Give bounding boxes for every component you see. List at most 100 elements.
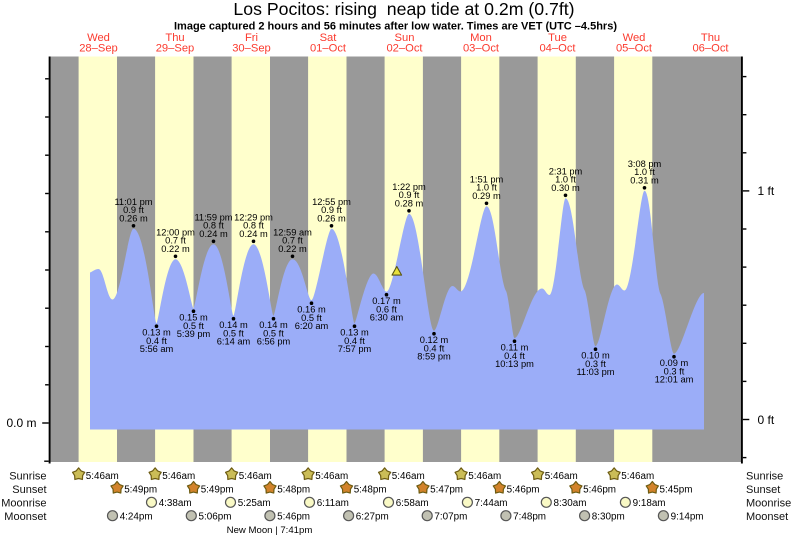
svg-text:30–Sep: 30–Sep bbox=[232, 42, 271, 54]
svg-text:12:59 am: 12:59 am bbox=[273, 228, 312, 238]
svg-text:Fri: Fri bbox=[245, 32, 258, 44]
svg-text:29–Sep: 29–Sep bbox=[156, 42, 195, 54]
svg-text:0.6 ft: 0.6 ft bbox=[376, 304, 397, 314]
svg-text:5:49pm: 5:49pm bbox=[124, 485, 157, 496]
svg-text:0.9 ft: 0.9 ft bbox=[321, 205, 342, 215]
svg-text:5:48pm: 5:48pm bbox=[354, 485, 387, 496]
svg-text:8:30am: 8:30am bbox=[554, 498, 587, 509]
svg-text:0.4 ft: 0.4 ft bbox=[146, 336, 167, 346]
svg-text:0.24 m: 0.24 m bbox=[199, 229, 228, 239]
svg-text:0.26 m: 0.26 m bbox=[317, 213, 346, 223]
svg-text:12:55 pm: 12:55 pm bbox=[312, 197, 351, 207]
svg-text:01–Oct: 01–Oct bbox=[310, 42, 347, 54]
svg-text:6:20 am: 6:20 am bbox=[295, 321, 329, 331]
svg-text:7:57 pm: 7:57 pm bbox=[338, 344, 372, 354]
svg-text:0.16 m: 0.16 m bbox=[297, 305, 326, 315]
svg-text:4:24pm: 4:24pm bbox=[120, 512, 153, 523]
svg-text:0.30 m: 0.30 m bbox=[551, 183, 580, 193]
svg-text:0.5 ft: 0.5 ft bbox=[223, 328, 244, 338]
svg-text:5:06pm: 5:06pm bbox=[199, 512, 232, 523]
svg-text:1:22 pm: 1:22 pm bbox=[392, 182, 426, 192]
svg-text:0.4 ft: 0.4 ft bbox=[424, 343, 445, 353]
svg-text:0 ft: 0 ft bbox=[758, 413, 775, 427]
svg-text:02–Oct: 02–Oct bbox=[386, 42, 423, 54]
svg-text:0.13 m: 0.13 m bbox=[142, 328, 171, 338]
svg-text:0.9 ft: 0.9 ft bbox=[399, 190, 420, 200]
svg-text:6:14 am: 6:14 am bbox=[217, 336, 251, 346]
svg-text:0.3 ft: 0.3 ft bbox=[664, 366, 685, 376]
svg-text:0.5 ft: 0.5 ft bbox=[301, 313, 322, 323]
svg-text:6:27pm: 6:27pm bbox=[356, 512, 389, 523]
svg-text:5:56 am: 5:56 am bbox=[140, 344, 174, 354]
svg-text:7:44am: 7:44am bbox=[475, 498, 508, 509]
svg-text:New Moon | 7:41pm: New Moon | 7:41pm bbox=[227, 525, 313, 536]
svg-text:0.12 m: 0.12 m bbox=[420, 335, 449, 345]
svg-text:Sunrise: Sunrise bbox=[9, 470, 46, 482]
svg-text:6:58am: 6:58am bbox=[396, 498, 429, 509]
svg-text:Los Pocitos: rising neap tide: Los Pocitos: rising neap tide at 0.2m (0… bbox=[233, 0, 574, 19]
svg-text:Sat: Sat bbox=[320, 32, 338, 44]
svg-text:5:46am: 5:46am bbox=[162, 471, 195, 482]
svg-text:5:47pm: 5:47pm bbox=[430, 485, 463, 496]
svg-text:Tue: Tue bbox=[548, 32, 567, 44]
svg-text:Wed: Wed bbox=[87, 32, 110, 44]
svg-text:8:30pm: 8:30pm bbox=[592, 512, 625, 523]
svg-text:0.29 m: 0.29 m bbox=[472, 191, 501, 201]
svg-text:Image captured 2 hours and 56: Image captured 2 hours and 56 minutes af… bbox=[174, 21, 617, 33]
svg-text:11:03 pm: 11:03 pm bbox=[576, 367, 614, 377]
svg-text:10:13 pm: 10:13 pm bbox=[495, 359, 534, 369]
svg-text:Sunset: Sunset bbox=[12, 484, 46, 496]
svg-text:11:01 pm: 11:01 pm bbox=[114, 197, 152, 207]
svg-text:0.24 m: 0.24 m bbox=[239, 229, 268, 239]
svg-text:3:08 pm: 3:08 pm bbox=[628, 159, 662, 169]
svg-text:7:07pm: 7:07pm bbox=[434, 512, 467, 523]
svg-text:Wed: Wed bbox=[623, 32, 646, 44]
svg-text:0.4 ft: 0.4 ft bbox=[344, 336, 365, 346]
svg-text:5:46am: 5:46am bbox=[86, 471, 119, 482]
svg-text:5:45pm: 5:45pm bbox=[660, 485, 693, 496]
svg-text:5:46am: 5:46am bbox=[239, 471, 272, 482]
svg-text:Sunrise: Sunrise bbox=[746, 470, 783, 482]
svg-text:0.0 m: 0.0 m bbox=[6, 416, 36, 430]
svg-text:0.5 ft: 0.5 ft bbox=[183, 321, 204, 331]
svg-text:1:51 pm: 1:51 pm bbox=[470, 175, 504, 185]
svg-text:03–Oct: 03–Oct bbox=[463, 42, 500, 54]
svg-text:6:30 am: 6:30 am bbox=[370, 312, 404, 322]
svg-text:5:39 pm: 5:39 pm bbox=[177, 329, 211, 339]
svg-text:12:01 am: 12:01 am bbox=[655, 374, 694, 384]
svg-text:0.7 ft: 0.7 ft bbox=[165, 236, 186, 246]
svg-text:5:46pm: 5:46pm bbox=[277, 512, 310, 523]
svg-text:0.4 ft: 0.4 ft bbox=[504, 351, 525, 361]
svg-text:11:59 pm: 11:59 pm bbox=[194, 213, 232, 223]
svg-text:5:46am: 5:46am bbox=[621, 471, 654, 482]
svg-text:Moonset: Moonset bbox=[4, 511, 46, 523]
svg-text:0.15 m: 0.15 m bbox=[179, 313, 208, 323]
svg-text:9:14pm: 9:14pm bbox=[671, 512, 704, 523]
svg-text:2:31 pm: 2:31 pm bbox=[549, 167, 583, 177]
svg-text:6:56 pm: 6:56 pm bbox=[257, 336, 291, 346]
svg-text:5:46am: 5:46am bbox=[468, 471, 501, 482]
svg-text:0.7 ft: 0.7 ft bbox=[282, 236, 303, 246]
svg-text:4:38am: 4:38am bbox=[159, 498, 192, 509]
svg-text:Moonset: Moonset bbox=[746, 511, 788, 523]
svg-text:5:46pm: 5:46pm bbox=[583, 485, 616, 496]
svg-text:06–Oct: 06–Oct bbox=[692, 42, 729, 54]
svg-text:0.17 m: 0.17 m bbox=[372, 296, 401, 306]
svg-text:0.22 m: 0.22 m bbox=[161, 244, 190, 254]
svg-text:1.0 ft: 1.0 ft bbox=[634, 167, 655, 177]
svg-text:0.09 m: 0.09 m bbox=[660, 358, 689, 368]
svg-text:0.10 m: 0.10 m bbox=[581, 351, 610, 361]
svg-text:7:48pm: 7:48pm bbox=[513, 512, 546, 523]
svg-text:0.13 m: 0.13 m bbox=[340, 328, 369, 338]
svg-text:Mon: Mon bbox=[470, 32, 492, 44]
svg-text:Sunset: Sunset bbox=[746, 484, 780, 496]
svg-text:0.14 m: 0.14 m bbox=[259, 320, 288, 330]
svg-text:0.11 m: 0.11 m bbox=[501, 343, 529, 353]
svg-text:Sun: Sun bbox=[395, 32, 415, 44]
svg-text:8:59 pm: 8:59 pm bbox=[417, 351, 451, 361]
svg-text:0.28 m: 0.28 m bbox=[395, 198, 424, 208]
svg-text:0.31 m: 0.31 m bbox=[630, 175, 659, 185]
svg-text:Thu: Thu bbox=[165, 32, 184, 44]
svg-text:0.14 m: 0.14 m bbox=[219, 320, 248, 330]
svg-text:12:00 pm: 12:00 pm bbox=[156, 228, 195, 238]
